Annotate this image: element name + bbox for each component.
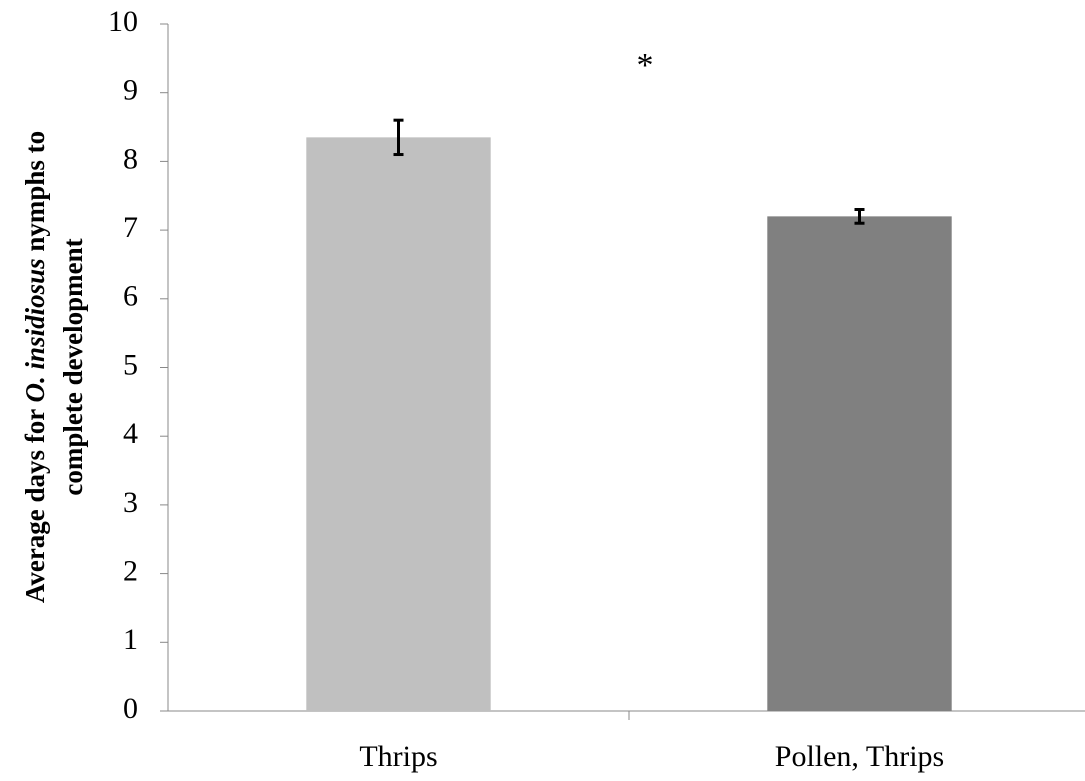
y-tick-label: 6 xyxy=(123,280,138,313)
y-tick-label: 9 xyxy=(123,74,138,107)
y-axis-label-part: Average days for xyxy=(20,402,50,603)
error-bar xyxy=(393,118,404,157)
y-tick-label: 8 xyxy=(123,142,138,175)
x-tick-label: Thrips xyxy=(359,740,437,773)
error-bar xyxy=(854,207,865,225)
y-axis-label: Average days for O. insidiosus nymphs to xyxy=(20,131,50,603)
y-tick-label: 1 xyxy=(123,623,138,656)
x-tick-label: Pollen, Thrips xyxy=(775,740,944,773)
y-tick-label: 7 xyxy=(123,211,138,244)
y-tick-label: 4 xyxy=(123,417,138,450)
y-axis-label: complete development xyxy=(58,238,88,495)
annotation: * xyxy=(637,47,654,84)
y-axis-label-part: nymphs to xyxy=(20,131,50,259)
y-tick-label: 3 xyxy=(123,486,138,519)
y-tick-label: 2 xyxy=(123,554,138,587)
y-tick-label: 10 xyxy=(108,5,138,38)
bar xyxy=(306,137,491,712)
y-axis-label-part: O. insidiosus xyxy=(20,258,50,402)
y-tick-label: 0 xyxy=(123,692,138,725)
y-tick-label: 5 xyxy=(123,348,138,381)
bar xyxy=(767,216,952,712)
